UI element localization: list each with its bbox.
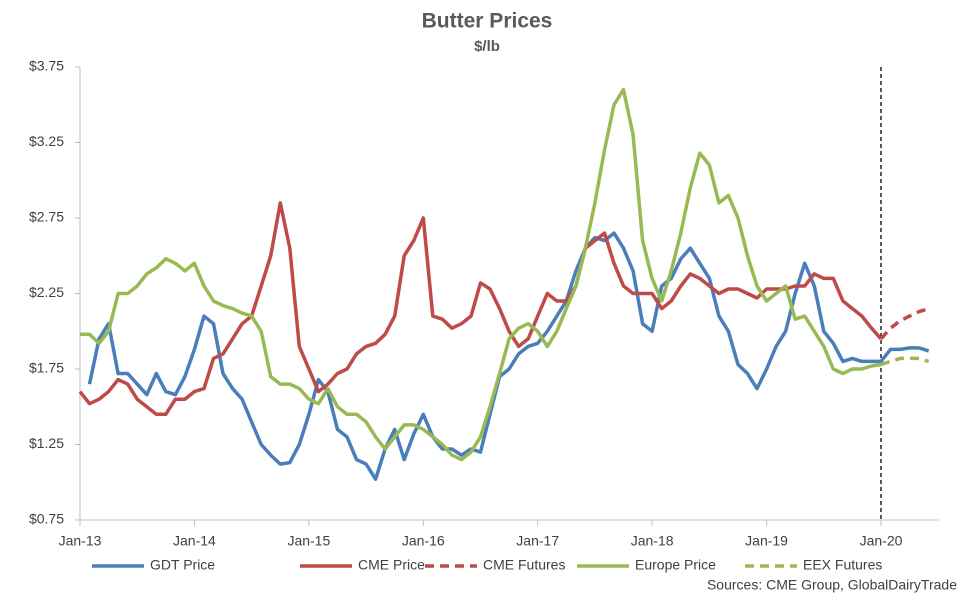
y-tick-label: $2.25 <box>29 284 64 300</box>
source: Sources: CME Group, GlobalDairyTrade <box>707 577 957 593</box>
chart-title: Butter Prices <box>422 10 553 33</box>
legend-label: EEX Futures <box>803 557 882 573</box>
series-line <box>879 306 930 340</box>
y-tick-label: $3.25 <box>29 133 64 149</box>
x-tick-label: Jan-15 <box>287 533 330 549</box>
x-tick-label: Jan-19 <box>745 533 788 549</box>
x-tick-label: Jan-18 <box>631 533 674 549</box>
chart-subtitle: $/lb <box>474 38 500 55</box>
y-tick-label: $1.25 <box>29 435 64 451</box>
legend-label: CME Price <box>358 557 425 573</box>
y-tick-label: $3.75 <box>29 58 64 74</box>
x-tick-label: Jan-16 <box>402 533 445 549</box>
series-line <box>80 87 882 462</box>
series-line <box>87 231 930 481</box>
series-line <box>880 356 930 367</box>
x-tick-label: Jan-14 <box>173 533 216 549</box>
x-tick-label: Jan-17 <box>516 533 559 549</box>
x-tick-label: Jan-13 <box>59 533 102 549</box>
legend-label: GDT Price <box>150 557 215 573</box>
x-tick-label: Jan-20 <box>860 533 903 549</box>
legend-label: Europe Price <box>635 557 716 573</box>
legend-label: CME Futures <box>483 557 565 573</box>
series-line <box>78 201 883 417</box>
y-tick-label: $2.75 <box>29 209 64 225</box>
y-tick-label: $1.75 <box>29 360 64 376</box>
y-tick-label: $0.75 <box>29 511 64 527</box>
